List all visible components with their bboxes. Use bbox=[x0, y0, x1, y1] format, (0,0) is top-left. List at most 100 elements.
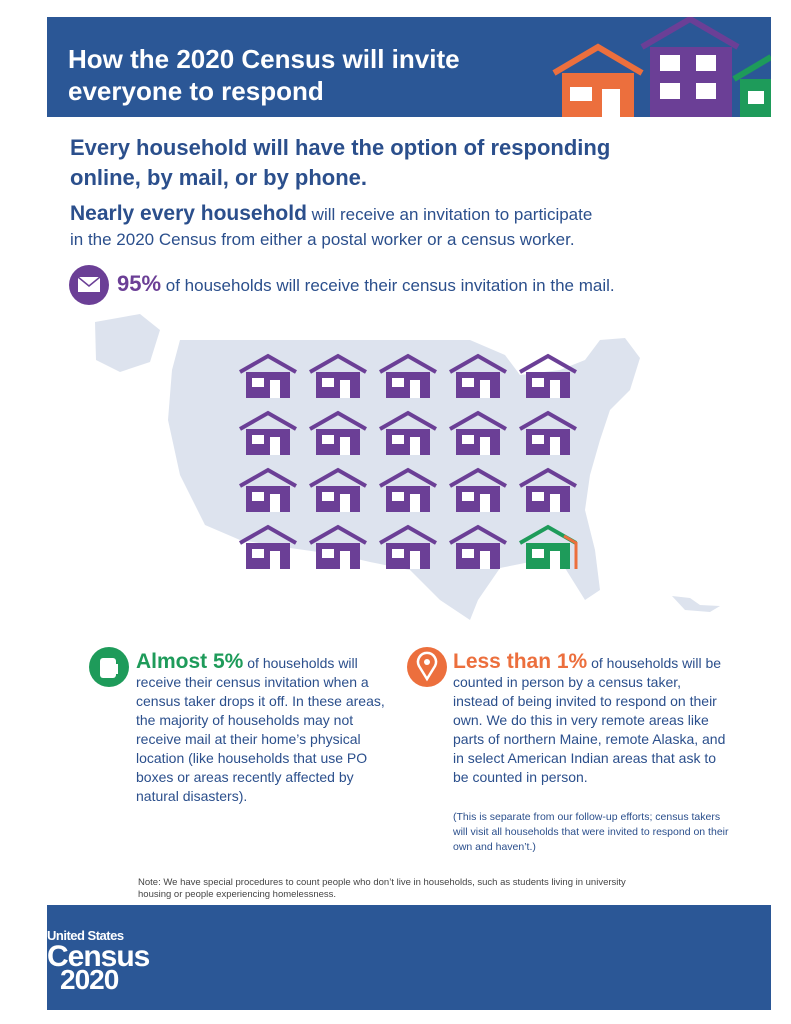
intro: Nearly every household will receive an i… bbox=[70, 201, 592, 252]
roof bbox=[519, 467, 577, 488]
window bbox=[462, 378, 474, 387]
roof bbox=[519, 410, 577, 431]
roof bbox=[239, 410, 297, 431]
stat-text: of households will receive their census … bbox=[161, 276, 615, 295]
window bbox=[252, 549, 264, 558]
roof bbox=[239, 353, 297, 374]
roof bbox=[379, 524, 437, 545]
title-line: How the 2020 Census will invite bbox=[68, 44, 460, 74]
window bbox=[462, 435, 474, 444]
roof bbox=[519, 353, 577, 374]
roof bbox=[309, 524, 367, 545]
headline: Every household will have the option of … bbox=[70, 133, 610, 193]
orange-house bbox=[552, 43, 644, 117]
door bbox=[340, 494, 350, 512]
house-icon bbox=[379, 467, 437, 512]
intro-text: will receive an invitation to participat… bbox=[306, 205, 593, 224]
house-icon bbox=[309, 467, 367, 512]
in-person-icon bbox=[407, 647, 447, 687]
roof bbox=[449, 524, 507, 545]
intro-line: in the 2020 Census from either a postal … bbox=[70, 230, 575, 249]
window bbox=[462, 492, 474, 501]
green-house bbox=[732, 54, 771, 117]
logo-bottom: 2020 bbox=[60, 964, 119, 995]
door bbox=[340, 437, 350, 455]
door bbox=[270, 494, 280, 512]
door bbox=[480, 551, 490, 569]
roof bbox=[309, 410, 367, 431]
window bbox=[252, 492, 264, 501]
title: How the 2020 Census will invite everyone… bbox=[68, 43, 460, 107]
headline-line: Every household will have the option of … bbox=[70, 135, 611, 160]
door bbox=[480, 494, 490, 512]
door bbox=[480, 380, 490, 398]
logo-mid: Census bbox=[47, 940, 150, 973]
roof bbox=[379, 353, 437, 374]
stat: 95% bbox=[117, 271, 162, 296]
house-icon bbox=[239, 353, 297, 398]
window bbox=[252, 435, 264, 444]
house-icon bbox=[379, 410, 437, 455]
mail-icon bbox=[69, 265, 109, 305]
drop-off-icon bbox=[89, 647, 129, 687]
note: Note: We have special procedures to coun… bbox=[138, 877, 626, 900]
window bbox=[322, 378, 334, 387]
roof bbox=[309, 467, 367, 488]
window bbox=[462, 549, 474, 558]
intro-emphasis: Nearly every household bbox=[70, 202, 307, 225]
roof bbox=[449, 410, 507, 431]
door bbox=[340, 380, 350, 398]
house-icon bbox=[519, 524, 578, 569]
roof bbox=[449, 353, 507, 374]
door bbox=[340, 551, 350, 569]
house-icon bbox=[379, 353, 437, 398]
purple-house bbox=[640, 17, 740, 117]
house-icon bbox=[309, 524, 367, 569]
door bbox=[270, 437, 280, 455]
door bbox=[270, 551, 280, 569]
roof bbox=[449, 467, 507, 488]
window bbox=[322, 435, 334, 444]
door bbox=[550, 551, 560, 569]
door bbox=[410, 494, 420, 512]
window bbox=[392, 435, 404, 444]
door bbox=[270, 380, 280, 398]
window bbox=[392, 492, 404, 501]
house-icon bbox=[449, 353, 507, 398]
house-icon bbox=[239, 467, 297, 512]
title-line: everyone to respond bbox=[68, 76, 324, 106]
mail-stat: 95% of households will receive their cen… bbox=[117, 270, 615, 300]
door bbox=[410, 437, 420, 455]
door bbox=[550, 494, 560, 512]
house-icon bbox=[379, 524, 437, 569]
in-person-paragraph: Less than 1% of households will be count… bbox=[453, 650, 728, 787]
stat-text: of households will be counted in person … bbox=[453, 655, 726, 785]
door bbox=[410, 380, 420, 398]
window bbox=[392, 549, 404, 558]
window bbox=[532, 549, 544, 558]
headline-line: online, by mail, or by phone. bbox=[70, 165, 368, 190]
map-graphic bbox=[95, 314, 720, 620]
stat: Almost 5% bbox=[136, 650, 244, 673]
window bbox=[532, 378, 544, 387]
roof bbox=[379, 467, 437, 488]
window bbox=[532, 435, 544, 444]
window bbox=[392, 378, 404, 387]
footer-band bbox=[47, 905, 771, 1010]
house-icon bbox=[239, 410, 297, 455]
roof bbox=[239, 467, 297, 488]
us-mainland bbox=[168, 338, 640, 620]
intro-line: Nearly every household will receive an i… bbox=[70, 201, 592, 227]
door bbox=[480, 437, 490, 455]
roof bbox=[379, 410, 437, 431]
house-icon bbox=[449, 410, 507, 455]
window bbox=[322, 549, 334, 558]
house-icon bbox=[519, 467, 577, 512]
window bbox=[322, 492, 334, 501]
house-icon bbox=[309, 410, 367, 455]
roof-accent bbox=[563, 534, 578, 569]
stat: Less than 1% bbox=[453, 650, 588, 673]
alaska bbox=[95, 314, 160, 372]
house-icon bbox=[449, 524, 507, 569]
